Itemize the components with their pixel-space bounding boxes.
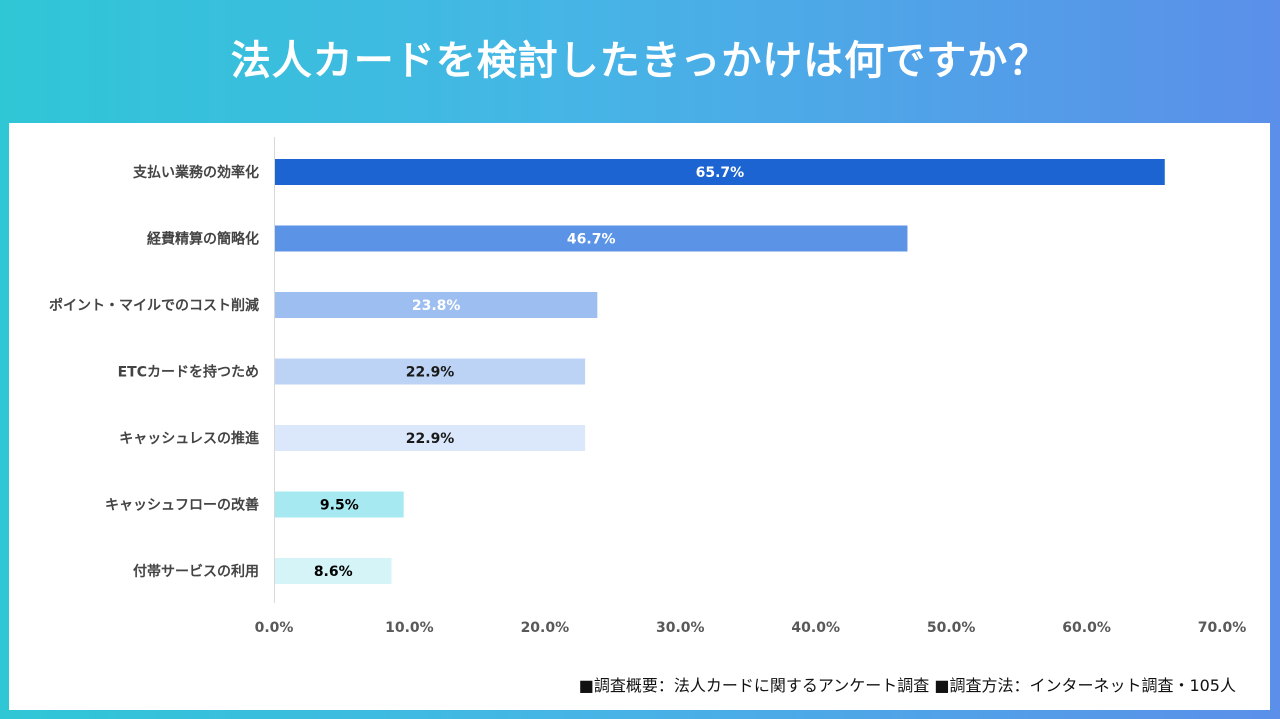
bar [275,292,598,318]
category-label: 支払い業務の効率化 [132,164,259,181]
category-label: キャッシュフローの改善 [105,497,259,514]
x-tick-label: 40.0% [791,620,840,636]
data-label: 46.7% [567,232,616,248]
data-label: 22.9% [406,365,455,381]
bar [275,358,586,385]
chart-panel: 支払い業務の効率化 65.7% 経費精算の簡略化 46.7% ポイント・マイルでのコスト… [9,123,1270,710]
x-tick-label: 50.0% [927,620,976,636]
x-tick-label: 10.0% [385,620,434,636]
bar [275,159,1165,185]
bar [275,225,908,252]
category-label: ポイント・マイルでのコスト削減 [49,297,259,314]
category-label: キャッシュレスの推進 [119,430,259,447]
category-label: ETCカードを持つため [118,364,259,381]
bar [275,558,392,584]
data-label: 9.5% [320,498,359,514]
x-tick-label: 60.0% [1062,620,1111,636]
data-label: 22.9% [406,431,455,447]
page-title: 法人カードを検討したきっかけは何ですか？ [230,38,1050,84]
data-label: 23.8% [412,298,461,314]
category-label: 付帯サービスの利用 [133,563,259,580]
x-tick-label: 0.0% [255,620,294,636]
data-label: 65.7% [696,165,745,181]
bar [275,491,404,518]
x-tick-label: 30.0% [656,620,705,636]
x-tick-label: 70.0% [1198,620,1247,636]
x-tick-label: 20.0% [521,620,570,636]
data-label: 8.6% [314,564,353,580]
survey-footnote: ■調査概要：法人カードに関するアンケート調査 ■調査方法：インターネット調査・1… [578,676,1236,695]
bar-chart: 支払い業務の効率化 65.7% 経費精算の簡略化 46.7% ポイント・マイルでのコスト… [49,137,1247,636]
category-label: 経費精算の簡略化 [147,231,259,248]
bar [275,425,586,451]
